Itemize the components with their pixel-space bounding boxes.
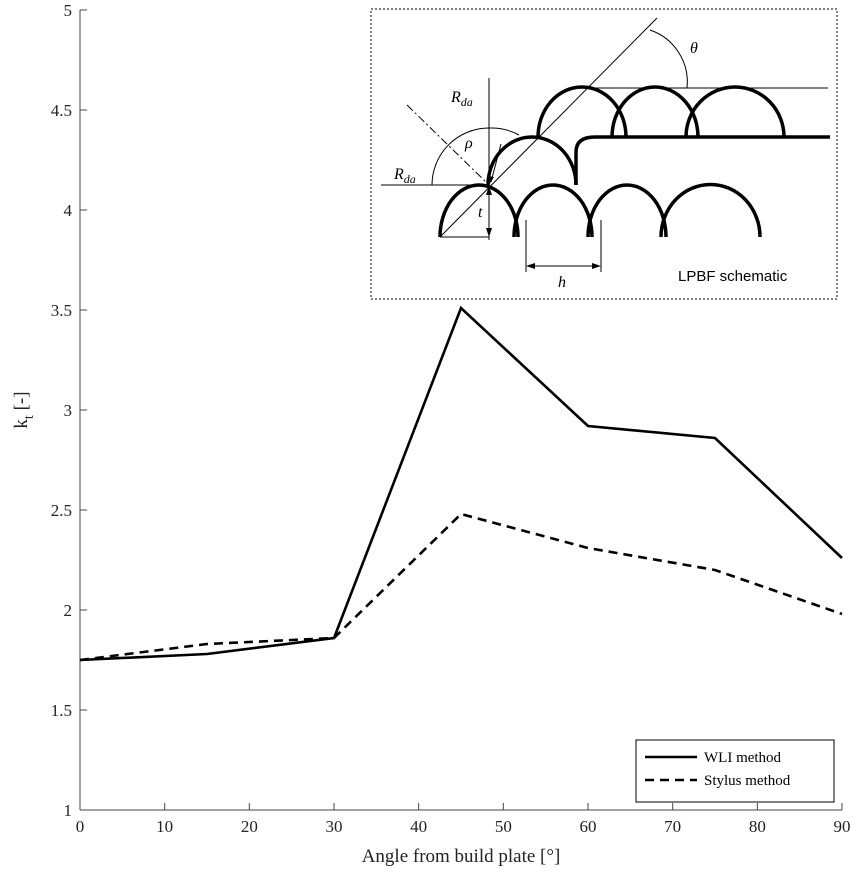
rho-label: ρ (464, 135, 473, 152)
layer-edge (574, 135, 830, 185)
h-arrowhead-left (526, 263, 535, 269)
bead-arc (684, 85, 786, 138)
inset-title: LPBF schematic (678, 268, 788, 285)
bead-arc (536, 85, 628, 138)
y-tick-label: 4.5 (51, 101, 72, 120)
rho-arrow (490, 143, 502, 183)
bead-arc (659, 182, 762, 238)
y-tick-label: 5 (64, 1, 73, 20)
rda-top-label: Rda (450, 89, 473, 109)
theta-label: θ (690, 40, 698, 57)
x-tick-label: 40 (410, 817, 427, 836)
inset-frame (370, 8, 838, 300)
bead-arc (486, 135, 578, 186)
y-axis-label: kt [-] (11, 391, 37, 428)
lpbf-schematic-inset: θ Rda Rda ρ t h LPBF schematic (370, 8, 838, 300)
rda-arc-right (488, 127, 520, 136)
y-tick-label: 1.5 (51, 701, 72, 720)
series-layer (79, 305, 843, 662)
theta-arc (649, 29, 688, 89)
y-tick-label: 4 (64, 201, 73, 220)
h-label: h (558, 274, 566, 291)
normal-dashdot-line (406, 104, 490, 186)
y-tick-label: 2 (64, 601, 73, 620)
x-tick-label: 10 (156, 817, 173, 836)
legend: WLI method Stylus method (635, 739, 835, 803)
t-label: t (478, 204, 483, 221)
legend-label-wli: WLI method (704, 750, 782, 766)
legend-label-stylus: Stylus method (704, 773, 791, 789)
rda-left-label: Rda (393, 166, 416, 186)
t-arrowhead-bottom (486, 228, 492, 237)
x-tick-label: 70 (664, 817, 681, 836)
y-tick-label: 1 (64, 801, 73, 820)
y-tick-label: 3.5 (51, 301, 72, 320)
h-arrowhead-right (592, 263, 601, 269)
rho-arrowhead (488, 176, 494, 185)
ticks: 0 10 20 30 40 50 60 70 80 90 1 1.5 2 2.5 3 3.5 4 4.5 5 (51, 1, 851, 836)
x-tick-label: 50 (495, 817, 512, 836)
x-axis-label: Angle from build plate [°] (362, 846, 561, 867)
build-angle-line (439, 17, 658, 238)
bead-arc (586, 183, 668, 238)
x-tick-label: 90 (834, 817, 851, 836)
bead-arc (512, 183, 594, 238)
t-arrowhead-top (486, 186, 492, 195)
x-tick-label: 60 (580, 817, 597, 836)
y-tick-label: 3 (64, 401, 73, 420)
x-tick-label: 30 (326, 817, 343, 836)
legend-box (635, 739, 835, 803)
x-tick-label: 80 (749, 817, 766, 836)
x-tick-label: 20 (241, 817, 258, 836)
bead-arc (610, 85, 700, 138)
rda-arc-left (431, 127, 490, 186)
y-tick-label: 2.5 (51, 501, 72, 520)
series-line-stylus (79, 512, 843, 662)
x-tick-label: 0 (76, 817, 85, 836)
series-line-wli (79, 305, 843, 662)
